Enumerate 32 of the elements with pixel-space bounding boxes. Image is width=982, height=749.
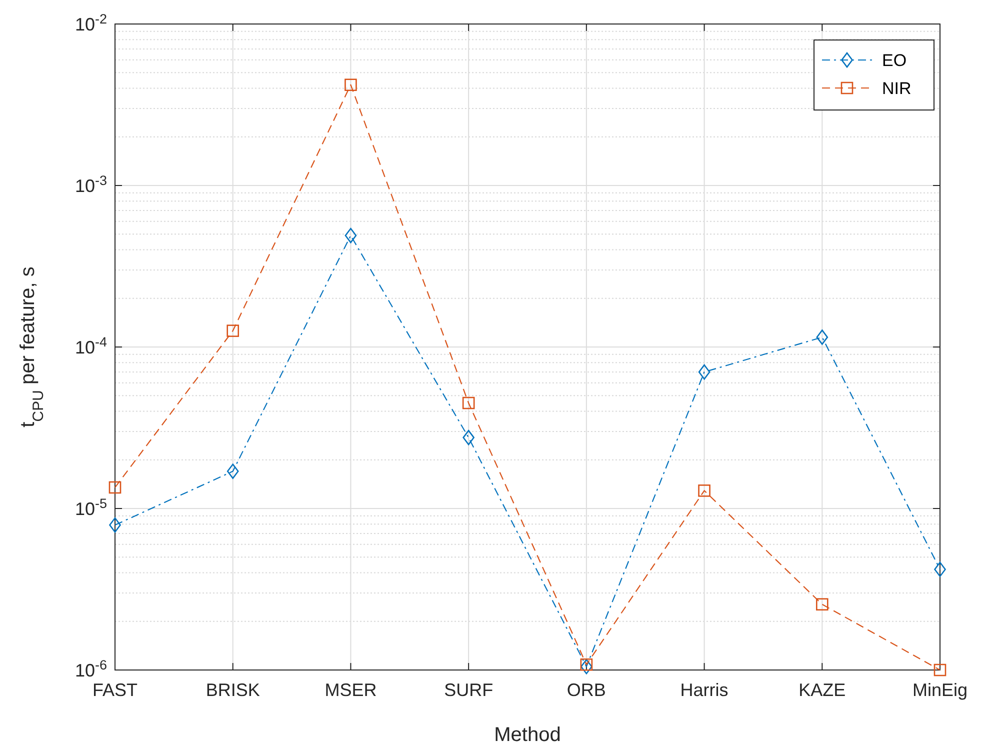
point (344, 78, 357, 91)
point (816, 598, 828, 610)
point (108, 481, 122, 494)
point (934, 562, 946, 577)
point (698, 484, 710, 497)
x-tick-label: SURF (444, 680, 494, 700)
x-tick-label: MSER (324, 680, 377, 700)
point (109, 517, 121, 533)
point (462, 430, 474, 446)
x-tick-label: KAZE (798, 680, 846, 700)
point (580, 658, 593, 671)
x-axis-title: Method (494, 724, 561, 746)
y-tick-label: 10$^{-5}$ (74, 495, 107, 519)
point (344, 228, 357, 244)
point (698, 364, 710, 380)
point (226, 324, 240, 337)
x-tick-label: MinEig (912, 680, 968, 700)
y-tick-label: 10$^{-2}$ (74, 10, 107, 34)
x-tick-label: ORB (566, 680, 606, 700)
point (580, 658, 592, 674)
point (226, 464, 239, 479)
x-tick-label: BRISK (206, 680, 260, 700)
y-tick-label: 10$^{-6}$ (74, 656, 107, 680)
point (816, 330, 828, 345)
x-tick-label: FAST (92, 680, 138, 700)
legend-label: NIR (882, 78, 912, 98)
y-tick-label: 10$^{-3}$ (74, 172, 107, 196)
x-tick-label: Harris (680, 680, 728, 700)
point (462, 396, 475, 410)
legend-label: EO (882, 50, 907, 70)
y-tick-label: 10$^{-4}$ (74, 334, 108, 358)
point (934, 664, 946, 676)
